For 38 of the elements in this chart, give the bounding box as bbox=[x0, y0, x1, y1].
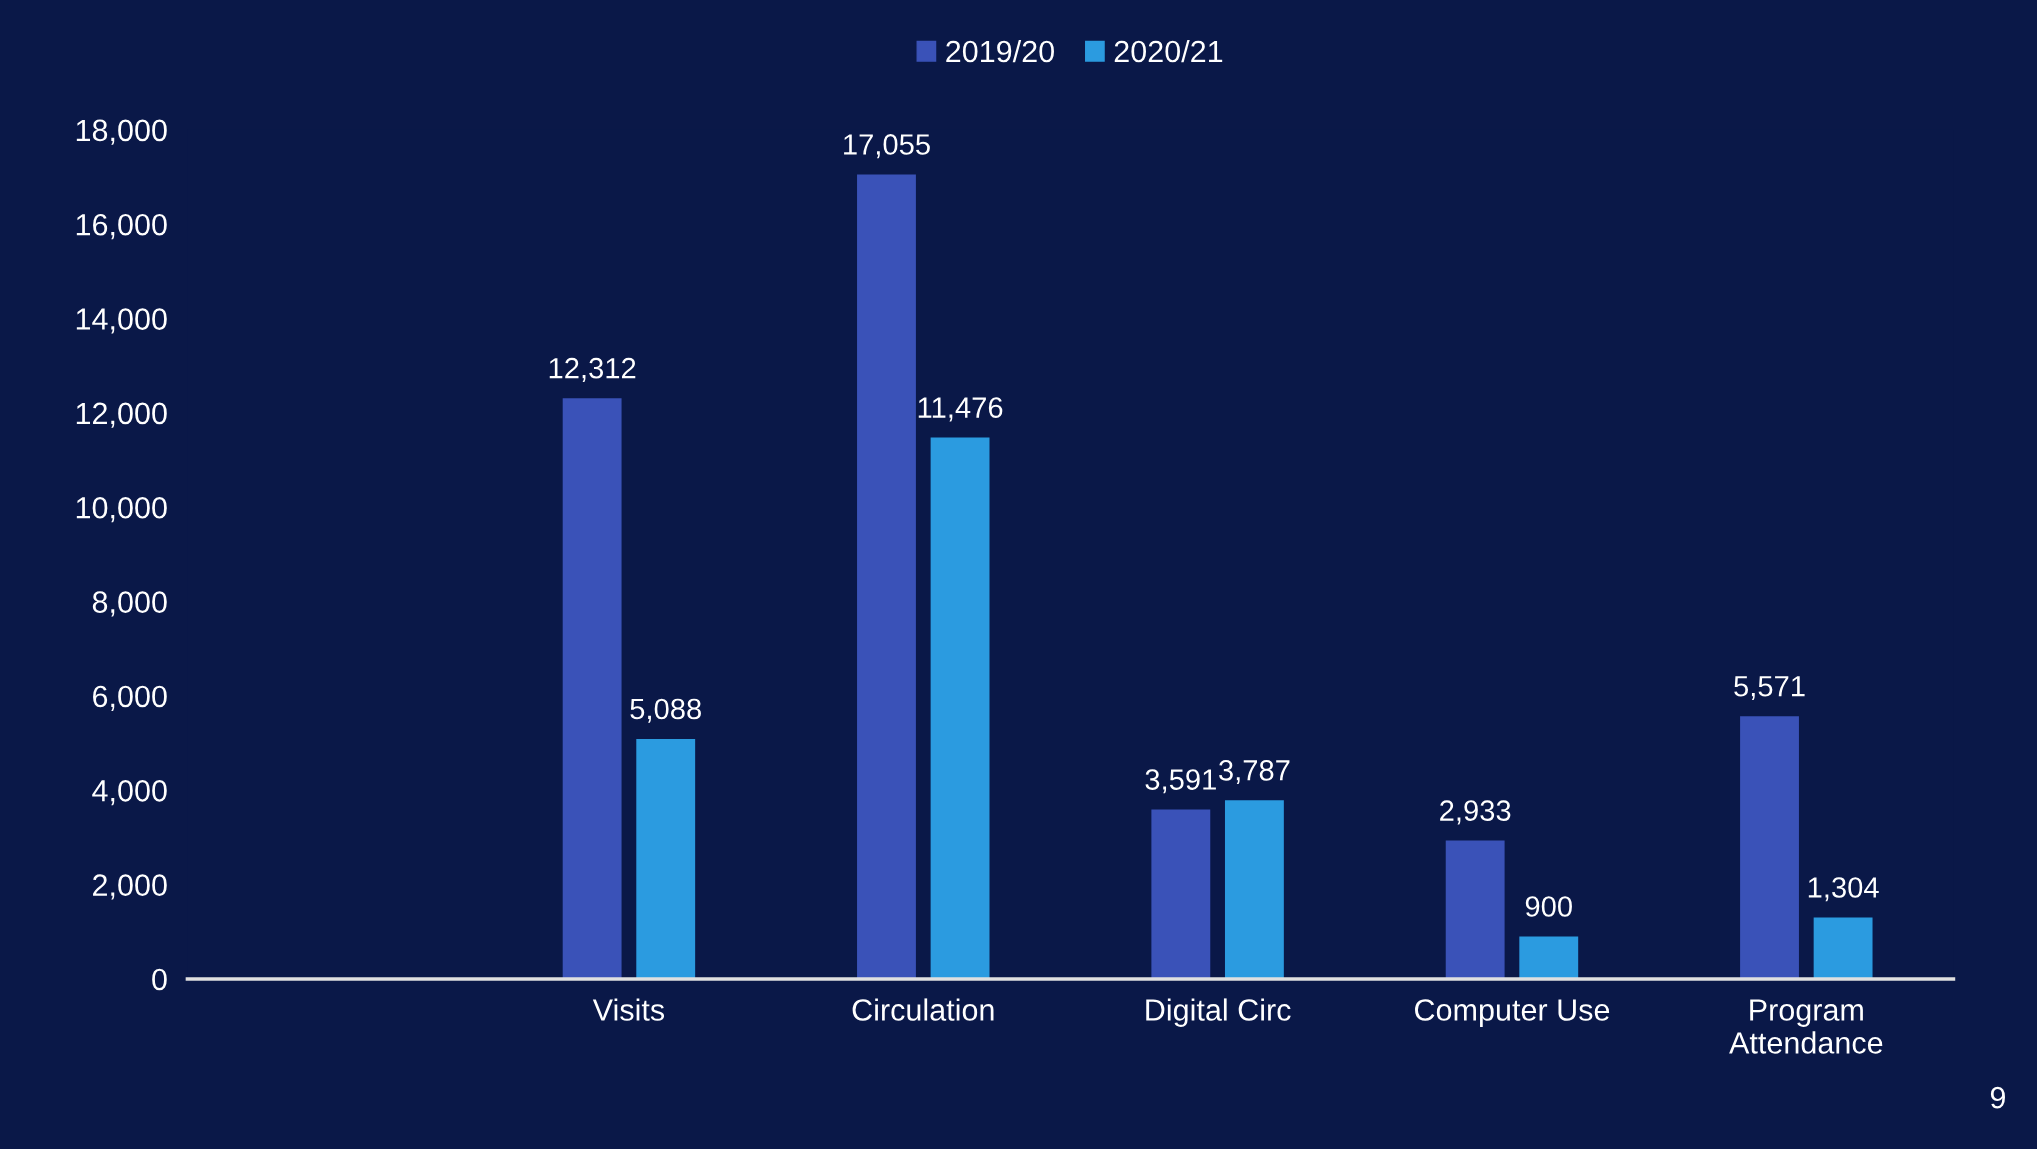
legend-label: 2019/20 bbox=[946, 39, 1054, 63]
bar bbox=[562, 398, 622, 979]
bar bbox=[1740, 716, 1799, 979]
text: 9 bbox=[1990, 1086, 2005, 1109]
y-tick-label: 0 bbox=[152, 968, 167, 991]
x-tick-label: Computer Use bbox=[1415, 999, 1610, 1027]
bar bbox=[1519, 936, 1579, 979]
y-tick-label: 16,000 bbox=[76, 213, 167, 240]
x-tick-label: Circulation bbox=[852, 998, 994, 1021]
data-label: 12,312 bbox=[549, 357, 636, 382]
y-tick-label: 18,000 bbox=[76, 119, 167, 145]
data-label: 3,787 bbox=[1219, 760, 1290, 785]
bar bbox=[930, 437, 990, 979]
data-label: 2,933 bbox=[1440, 800, 1511, 825]
bar bbox=[1224, 800, 1284, 979]
x-tick-label: Digital Circ bbox=[1146, 998, 1291, 1027]
y-tick-label: 4,000 bbox=[92, 779, 167, 806]
data-label: 17,055 bbox=[844, 134, 930, 159]
bar bbox=[1151, 809, 1211, 979]
data-label: 3,591 bbox=[1145, 769, 1216, 794]
y-tick-label: 8,000 bbox=[92, 591, 167, 617]
x-tick-label: Program Attendance bbox=[1729, 999, 1883, 1054]
data-label: 11,476 bbox=[918, 397, 1003, 422]
y-tick-label: 10,000 bbox=[76, 496, 167, 523]
bar bbox=[1813, 917, 1873, 979]
legend-label: 2020/21 bbox=[1114, 39, 1223, 63]
bar bbox=[857, 174, 916, 979]
y-tick-label: 2,000 bbox=[93, 874, 167, 900]
bar bbox=[636, 738, 696, 979]
data-label: 5,571 bbox=[1734, 676, 1805, 700]
y-tick-label: 14,000 bbox=[76, 308, 167, 334]
data-label: 900 bbox=[1525, 896, 1572, 917]
x-tick-label: Visits bbox=[592, 998, 665, 1021]
y-tick-label: 12,000 bbox=[76, 402, 167, 428]
data-label: 1,304 bbox=[1808, 877, 1879, 902]
data-label: 5,088 bbox=[630, 698, 701, 723]
y-tick-label: 6,000 bbox=[93, 685, 167, 711]
bar bbox=[1445, 840, 1505, 979]
